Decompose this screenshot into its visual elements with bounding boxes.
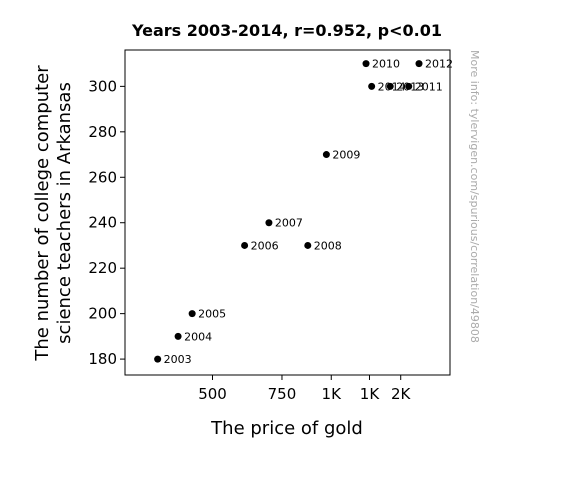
data-point-2006 xyxy=(241,241,249,249)
watermark: More info: tylervigen.com/spurious/corre… xyxy=(468,50,481,343)
data-point-2004 xyxy=(174,332,182,340)
data-point-label: 2014 xyxy=(378,80,406,93)
data-point-2005 xyxy=(188,310,196,318)
data-point-label: 2007 xyxy=(275,217,303,230)
data-point-label: 2006 xyxy=(251,239,279,252)
x-tick-label: 1K xyxy=(322,385,343,403)
y-tick-label: 220 xyxy=(88,259,117,277)
y-tick-label: 280 xyxy=(88,123,117,141)
data-point-label: 2003 xyxy=(164,353,192,366)
y-tick-label: 180 xyxy=(88,350,117,368)
data-point-label: 2009 xyxy=(332,149,360,162)
chart-title: Years 2003-2014, r=0.952, p<0.01 xyxy=(131,21,442,40)
data-point-label: 2010 xyxy=(372,58,400,71)
data-point-2003 xyxy=(154,355,162,363)
data-point-2009 xyxy=(322,151,330,159)
data-point-label: 2008 xyxy=(314,239,342,252)
x-tick-label: 750 xyxy=(268,385,297,403)
y-tick-label: 240 xyxy=(88,214,117,232)
data-point-2010 xyxy=(362,60,370,68)
y-axis-label-line-2: science teachers in Arkansas xyxy=(54,82,75,344)
y-axis-label-line-1: The number of college computer xyxy=(32,65,53,362)
y-tick-label: 260 xyxy=(88,168,117,186)
data-point-2011 xyxy=(405,82,413,90)
data-points: 2003 2004 2005 2006 2007 2008 2009 2010 2011 2012… xyxy=(154,58,453,366)
x-tick-label: 1K xyxy=(360,385,381,403)
x-axis-label: The price of gold xyxy=(210,418,363,439)
data-point-label: 2012 xyxy=(425,58,453,71)
plot-frame xyxy=(124,49,451,376)
x-tick-label: 2K xyxy=(391,385,412,403)
data-point-label: 2004 xyxy=(184,330,212,343)
data-point-2014 xyxy=(368,82,376,90)
data-point-2013 xyxy=(386,82,394,90)
data-point-label: 2013 xyxy=(396,80,424,93)
data-point-label: 2011 xyxy=(415,80,443,93)
plot-area xyxy=(124,49,451,376)
data-point-label: 2005 xyxy=(198,308,226,321)
y-tick-label: 300 xyxy=(88,77,117,95)
data-point-2012 xyxy=(415,60,423,68)
data-point-2007 xyxy=(265,219,273,227)
data-point-2008 xyxy=(304,241,312,249)
x-tick-label: 500 xyxy=(198,385,227,403)
y-tick-label: 200 xyxy=(88,305,117,323)
x-axis: 500 750 1K 1K 2K xyxy=(198,375,412,403)
y-axis: 180 200 220 240 260 280 300 xyxy=(88,77,125,368)
